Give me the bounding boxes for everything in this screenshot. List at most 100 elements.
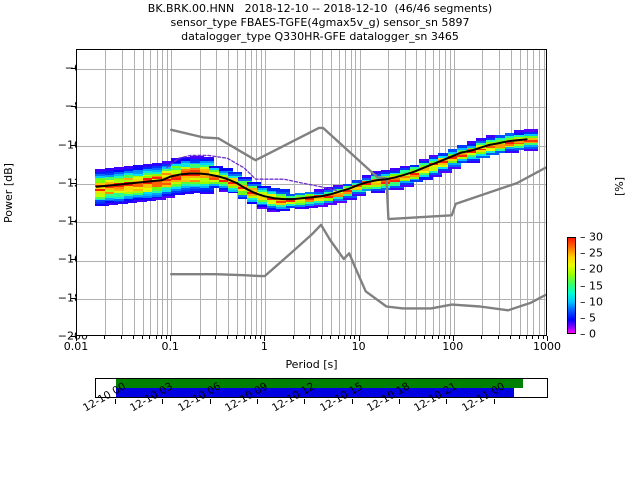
histogram-cell xyxy=(152,197,166,201)
x-tick-mark xyxy=(215,336,217,339)
histogram-cell xyxy=(94,192,109,195)
x-tick-mark xyxy=(264,336,266,341)
histogram-cell xyxy=(199,160,214,164)
histogram-cell xyxy=(218,170,233,173)
histogram-cell xyxy=(504,146,519,150)
histogram-cell xyxy=(390,171,405,175)
histogram-cell xyxy=(161,195,176,199)
x-tick-mark xyxy=(443,336,445,339)
histogram-cell xyxy=(133,186,147,189)
histogram-cell xyxy=(400,180,414,184)
histogram-cell xyxy=(485,139,500,142)
histogram-cell xyxy=(247,201,262,204)
histogram-cell xyxy=(190,158,205,161)
histogram-cell xyxy=(504,150,519,154)
histogram-cell xyxy=(371,174,386,178)
x-tick-mark xyxy=(321,336,323,339)
histogram-cell xyxy=(514,132,529,135)
histogram-cell xyxy=(352,186,367,189)
x-tick-mark xyxy=(292,336,294,339)
histogram-cell xyxy=(114,198,128,201)
histogram-cell xyxy=(276,204,290,208)
x-tick-mark xyxy=(255,336,257,339)
histogram-cell xyxy=(380,173,395,177)
histogram-cell xyxy=(180,170,195,173)
histogram-cell xyxy=(285,193,300,197)
grid-line-vertical xyxy=(519,50,521,335)
histogram-cell xyxy=(180,168,195,171)
histogram-cell xyxy=(142,170,157,173)
histogram-cell xyxy=(142,193,157,196)
colorbar-gradient[interactable] xyxy=(567,237,576,334)
histogram-cell xyxy=(409,174,424,177)
histogram-cell xyxy=(409,168,424,171)
histogram-cell xyxy=(133,184,147,188)
x-tick-mark xyxy=(226,336,228,339)
noise-model-curve xyxy=(169,126,546,221)
x-tick-mark xyxy=(141,336,143,339)
histogram-cell xyxy=(199,168,214,171)
histogram-cell xyxy=(447,160,462,164)
histogram-cell xyxy=(199,185,214,188)
grid-line-vertical xyxy=(538,50,540,335)
histogram-cell xyxy=(161,191,176,195)
histogram-cell xyxy=(152,180,166,184)
grid-line-vertical xyxy=(216,50,218,335)
histogram-cell xyxy=(152,167,166,170)
y-axis-label: Power [dB] xyxy=(2,163,15,223)
histogram-cell xyxy=(438,168,452,171)
x-axis-label: Period [s] xyxy=(285,358,338,371)
histogram-cell xyxy=(190,160,205,163)
histogram-cell xyxy=(104,175,119,179)
percentile-envelope-curve xyxy=(166,154,339,192)
histogram-cell xyxy=(161,187,176,191)
psd-probability-plot[interactable] xyxy=(76,49,547,336)
histogram-cell xyxy=(171,165,185,169)
timeline-tick-mark xyxy=(493,399,495,404)
histogram-cell xyxy=(400,171,414,174)
histogram-cell xyxy=(152,184,166,187)
x-tick-label: 10 xyxy=(351,340,366,353)
histogram-cell xyxy=(266,191,281,195)
histogram-cell xyxy=(419,172,433,175)
histogram-cell xyxy=(447,156,462,160)
histogram-cell xyxy=(114,190,128,193)
histogram-cell xyxy=(314,204,328,207)
histogram-cell xyxy=(295,200,309,204)
histogram-cell xyxy=(114,201,128,205)
x-tick-mark xyxy=(170,336,172,341)
timeline-tick-mark xyxy=(446,399,448,404)
x-tick-mark xyxy=(532,336,534,339)
histogram-cell xyxy=(333,192,347,195)
histogram-cell xyxy=(295,192,309,196)
histogram-cell xyxy=(466,143,481,146)
timeline-coverage-bar[interactable] xyxy=(95,378,548,398)
histogram-cell xyxy=(199,177,214,181)
histogram-cell xyxy=(409,172,424,175)
histogram-cell xyxy=(218,185,233,189)
histogram-cell xyxy=(237,190,252,193)
histogram-cell xyxy=(304,193,319,197)
histogram-cell xyxy=(228,177,243,181)
histogram-cell xyxy=(180,177,195,181)
histogram-cell xyxy=(428,168,443,171)
histogram-cell xyxy=(323,200,338,204)
colorbar-tick-label: – 0 xyxy=(580,327,596,341)
histogram-cell xyxy=(228,185,243,188)
histogram-cell xyxy=(94,190,109,193)
x-tick-mark xyxy=(354,336,356,339)
histogram-cell xyxy=(476,142,490,145)
histogram-cell xyxy=(161,180,176,183)
histogram-cell xyxy=(104,200,119,204)
grid-line-horizontal xyxy=(77,107,546,109)
y-tick-mark xyxy=(71,221,76,223)
histogram-cell xyxy=(152,186,166,189)
histogram-cell xyxy=(323,197,338,200)
histogram-cell xyxy=(94,171,109,174)
histogram-cell xyxy=(400,169,414,172)
grid-line-vertical xyxy=(533,50,535,335)
histogram-cell xyxy=(390,187,405,190)
grid-line-vertical xyxy=(482,50,484,335)
x-tick-mark xyxy=(537,336,539,339)
histogram-cell xyxy=(190,190,205,194)
